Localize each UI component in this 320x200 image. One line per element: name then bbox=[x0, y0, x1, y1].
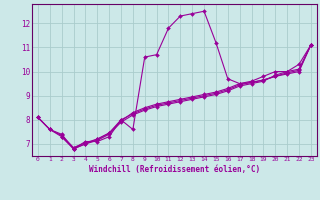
X-axis label: Windchill (Refroidissement éolien,°C): Windchill (Refroidissement éolien,°C) bbox=[89, 165, 260, 174]
